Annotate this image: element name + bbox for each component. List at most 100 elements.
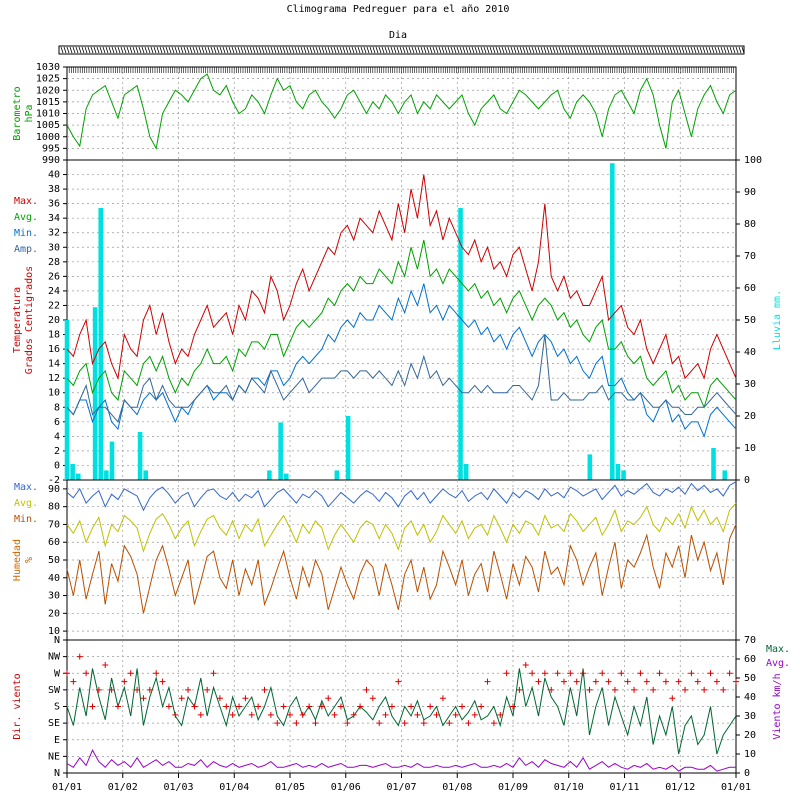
rain-bar (109, 441, 115, 480)
rain-bar (610, 163, 615, 480)
wind-direction-marker (395, 678, 402, 685)
wind-direction-marker (688, 670, 695, 677)
hatch-stroke (492, 46, 496, 54)
hatch-stroke (501, 46, 505, 54)
wind-direction-marker (344, 720, 351, 727)
hatch-stroke (567, 46, 571, 54)
legend-entry: Max. (14, 196, 38, 207)
y-tick-label: 40 (48, 573, 60, 584)
wind-direction-marker (388, 703, 395, 710)
wind-direction-marker (420, 720, 427, 727)
wind-direction-marker (694, 678, 701, 685)
y-tick-label: NW (48, 652, 61, 663)
hatch-stroke (459, 46, 463, 54)
hatch-stroke (207, 46, 211, 54)
hatch-stroke (429, 46, 433, 54)
hatch-stroke (405, 46, 409, 54)
hatch-stroke (300, 46, 304, 54)
wind-direction-marker (624, 678, 631, 685)
wind-direction-marker (299, 711, 306, 718)
hatch-stroke (204, 46, 208, 54)
wind-direction-marker (541, 670, 548, 677)
hatch-stroke (72, 46, 76, 54)
hatch-stroke (348, 46, 352, 54)
hatch-stroke (417, 46, 421, 54)
y-tick-label: 30 (48, 242, 60, 253)
rain-bar (458, 208, 463, 480)
wind-direction-marker (484, 678, 491, 685)
hatch-stroke (414, 46, 418, 54)
y2-tick-label: 90 (744, 187, 756, 198)
chart-title: Climograma Pedreguer para el año 2010 (287, 4, 510, 15)
hatch-stroke (648, 46, 652, 54)
x-tick-label: 01/12 (665, 782, 695, 793)
hatch-stroke (663, 46, 667, 54)
y-axis-label: % (24, 557, 35, 563)
x-tick-label: 01/04 (219, 782, 249, 793)
hatch-stroke (264, 46, 268, 54)
hatch-stroke (387, 46, 391, 54)
hatch-stroke (708, 46, 712, 54)
hatch-stroke (195, 46, 199, 54)
y2-tick-label: 0 (744, 768, 750, 779)
hatch-stroke (615, 46, 619, 54)
y-tick-label: N (54, 768, 60, 779)
y-tick-label: 4 (54, 431, 60, 442)
hatch-stroke (432, 46, 436, 54)
rain-bar (345, 416, 351, 480)
hatch-stroke (549, 46, 553, 54)
wind-direction-marker (185, 686, 192, 693)
hatch-stroke (540, 46, 544, 54)
wind-direction-marker (70, 678, 77, 685)
hatch-stroke (186, 46, 190, 54)
y-tick-label: 990 (42, 155, 60, 166)
hatch-stroke (711, 46, 715, 54)
hatch-stroke (621, 46, 625, 54)
rain-bar (283, 473, 289, 480)
hatch-stroke (693, 46, 697, 54)
y2-tick-label: 100 (744, 155, 762, 166)
wind-direction-marker (357, 703, 364, 710)
y-tick-label: 20 (48, 315, 60, 326)
wind-direction-marker (471, 711, 478, 718)
y2-tick-label: 60 (744, 283, 756, 294)
hatch-stroke (201, 46, 205, 54)
wind-direction-marker (707, 670, 714, 677)
rain-bar (75, 473, 81, 480)
wind-direction-marker (337, 703, 344, 710)
hatch-stroke (177, 46, 181, 54)
hatch-stroke (291, 46, 295, 54)
hatch-stroke (255, 46, 259, 54)
hatch-stroke (402, 46, 406, 54)
wind-direction-marker (662, 678, 669, 685)
wind-direction-marker (108, 686, 115, 693)
hatch-stroke (90, 46, 94, 54)
hatch-stroke (717, 46, 721, 54)
y-tick-label: 38 (48, 184, 60, 195)
hatch-stroke (324, 46, 328, 54)
chart-subtitle: Dia (389, 30, 407, 41)
hatch-stroke (369, 46, 373, 54)
wind-direction-marker (682, 686, 689, 693)
y2-tick-label: 40 (744, 692, 756, 703)
hatch-stroke (243, 46, 247, 54)
hatch-stroke (543, 46, 547, 54)
hatch-stroke (345, 46, 349, 54)
hatch-stroke (507, 46, 511, 54)
hatch-stroke (318, 46, 322, 54)
hatch-stroke (159, 46, 163, 54)
hatch-stroke (495, 46, 499, 54)
wind-direction-marker (64, 670, 70, 677)
y-tick-label: 36 (48, 199, 60, 210)
hatch-stroke (651, 46, 655, 54)
y-tick-label: 1010 (36, 109, 60, 120)
y2-tick-label: 20 (744, 411, 756, 422)
hatch-stroke (246, 46, 250, 54)
hatch-stroke (375, 46, 379, 54)
wind-direction-marker (325, 695, 332, 702)
y-tick-label: 22 (48, 300, 60, 311)
y-axis-label: Temperatura (12, 287, 23, 353)
wind-direction-marker (573, 678, 580, 685)
wind-direction-marker (631, 686, 638, 693)
hatch-stroke (108, 46, 112, 54)
